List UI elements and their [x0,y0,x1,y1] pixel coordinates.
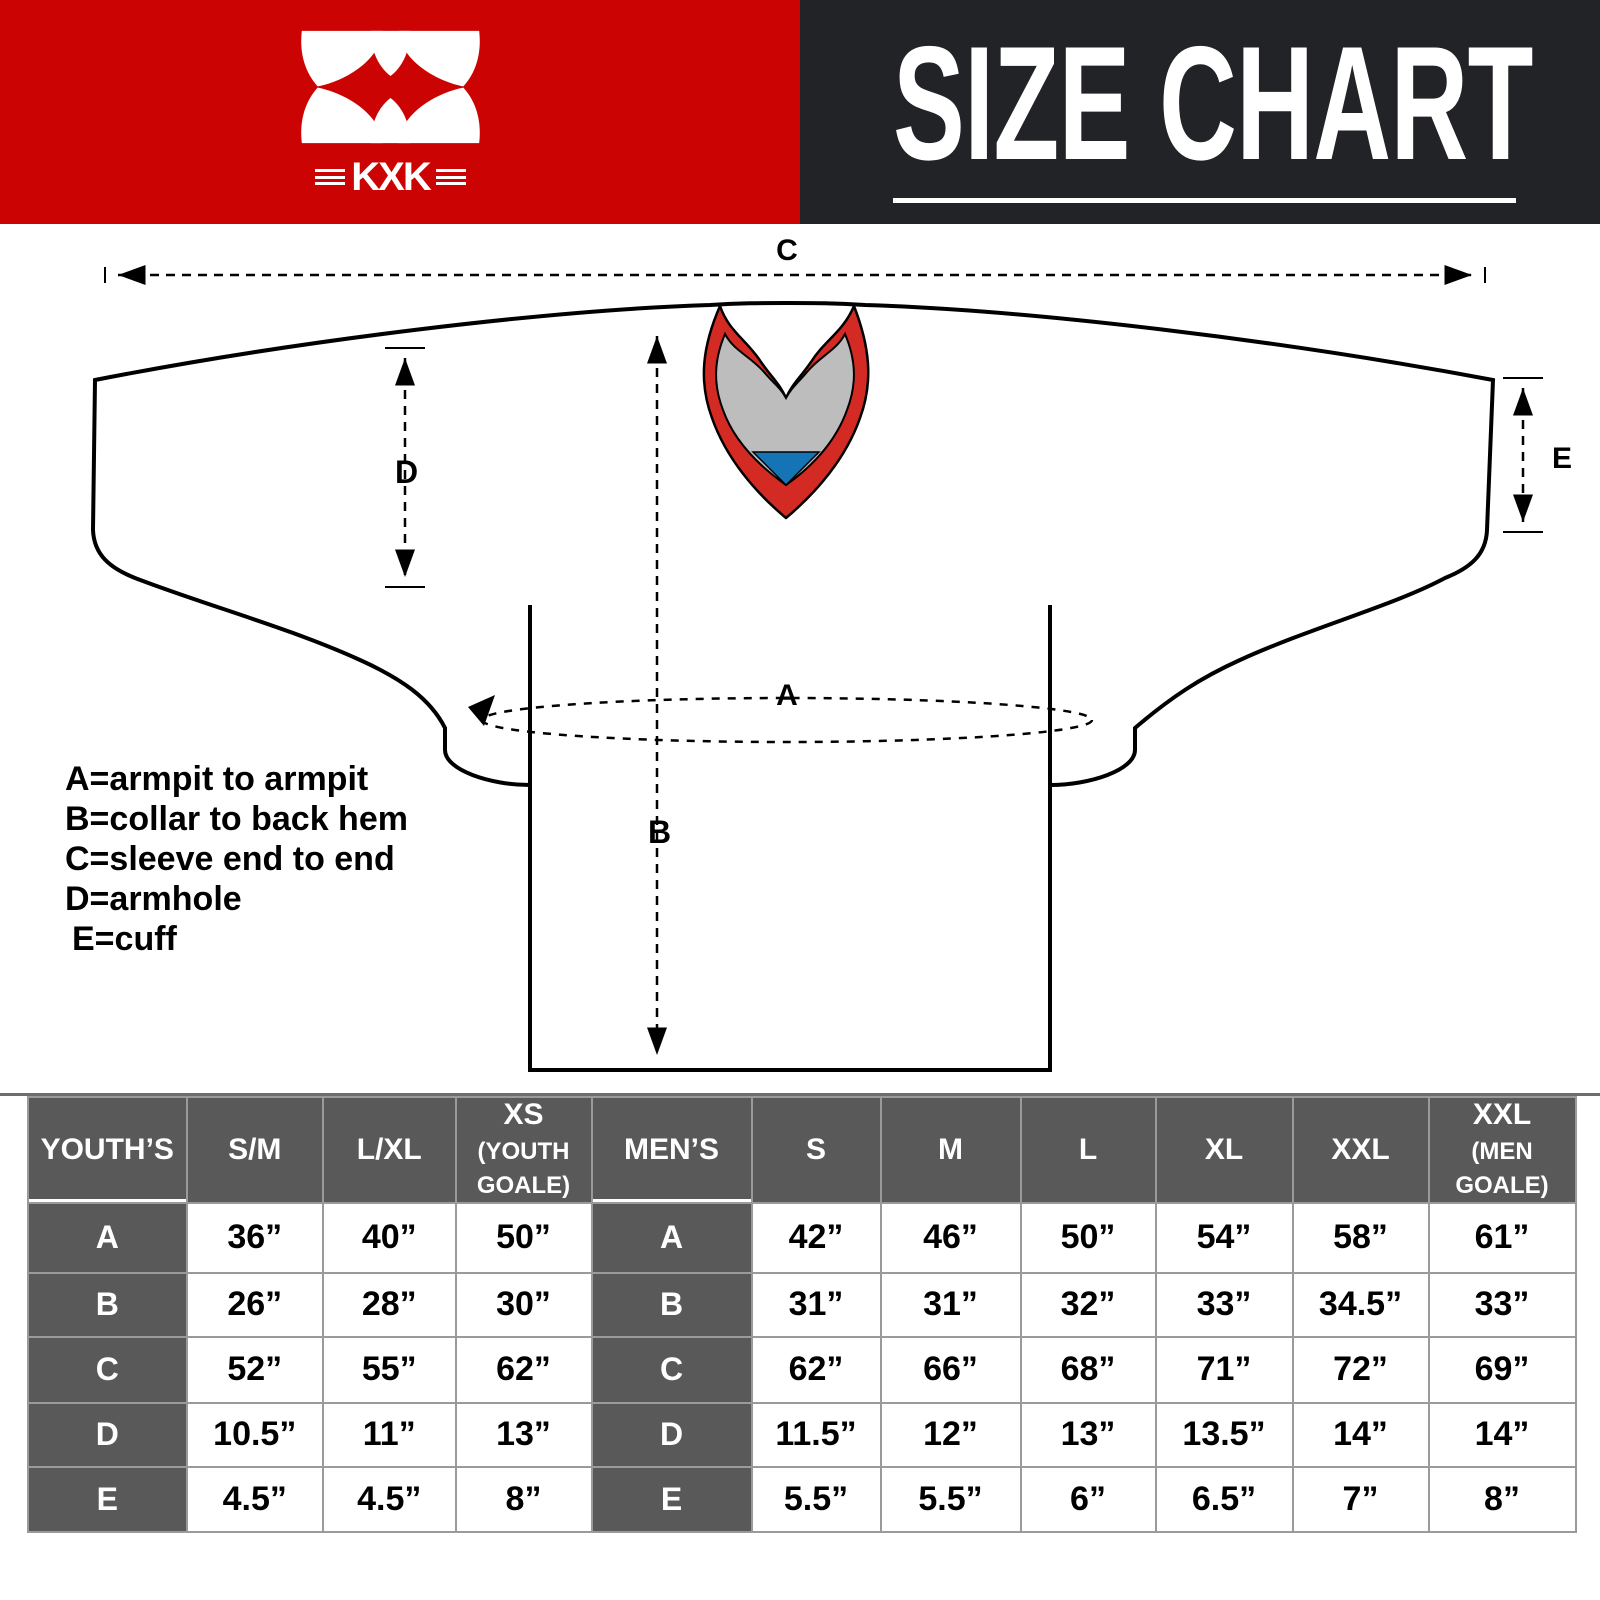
svg-text:A: A [776,679,798,712]
svg-text:B=collar to back hem: B=collar to back hem [65,800,408,838]
svg-text:D: D [395,454,418,490]
svg-text:E=cuff: E=cuff [72,920,178,958]
svg-text:A=armpit to armpit: A=armpit to armpit [65,760,368,798]
svg-text:C: C [776,234,798,267]
svg-text:C=sleeve end to end: C=sleeve end to end [65,840,395,878]
svg-text:E: E [1552,442,1572,475]
svg-text:B: B [648,814,671,850]
svg-text:D=armhole: D=armhole [65,880,242,918]
